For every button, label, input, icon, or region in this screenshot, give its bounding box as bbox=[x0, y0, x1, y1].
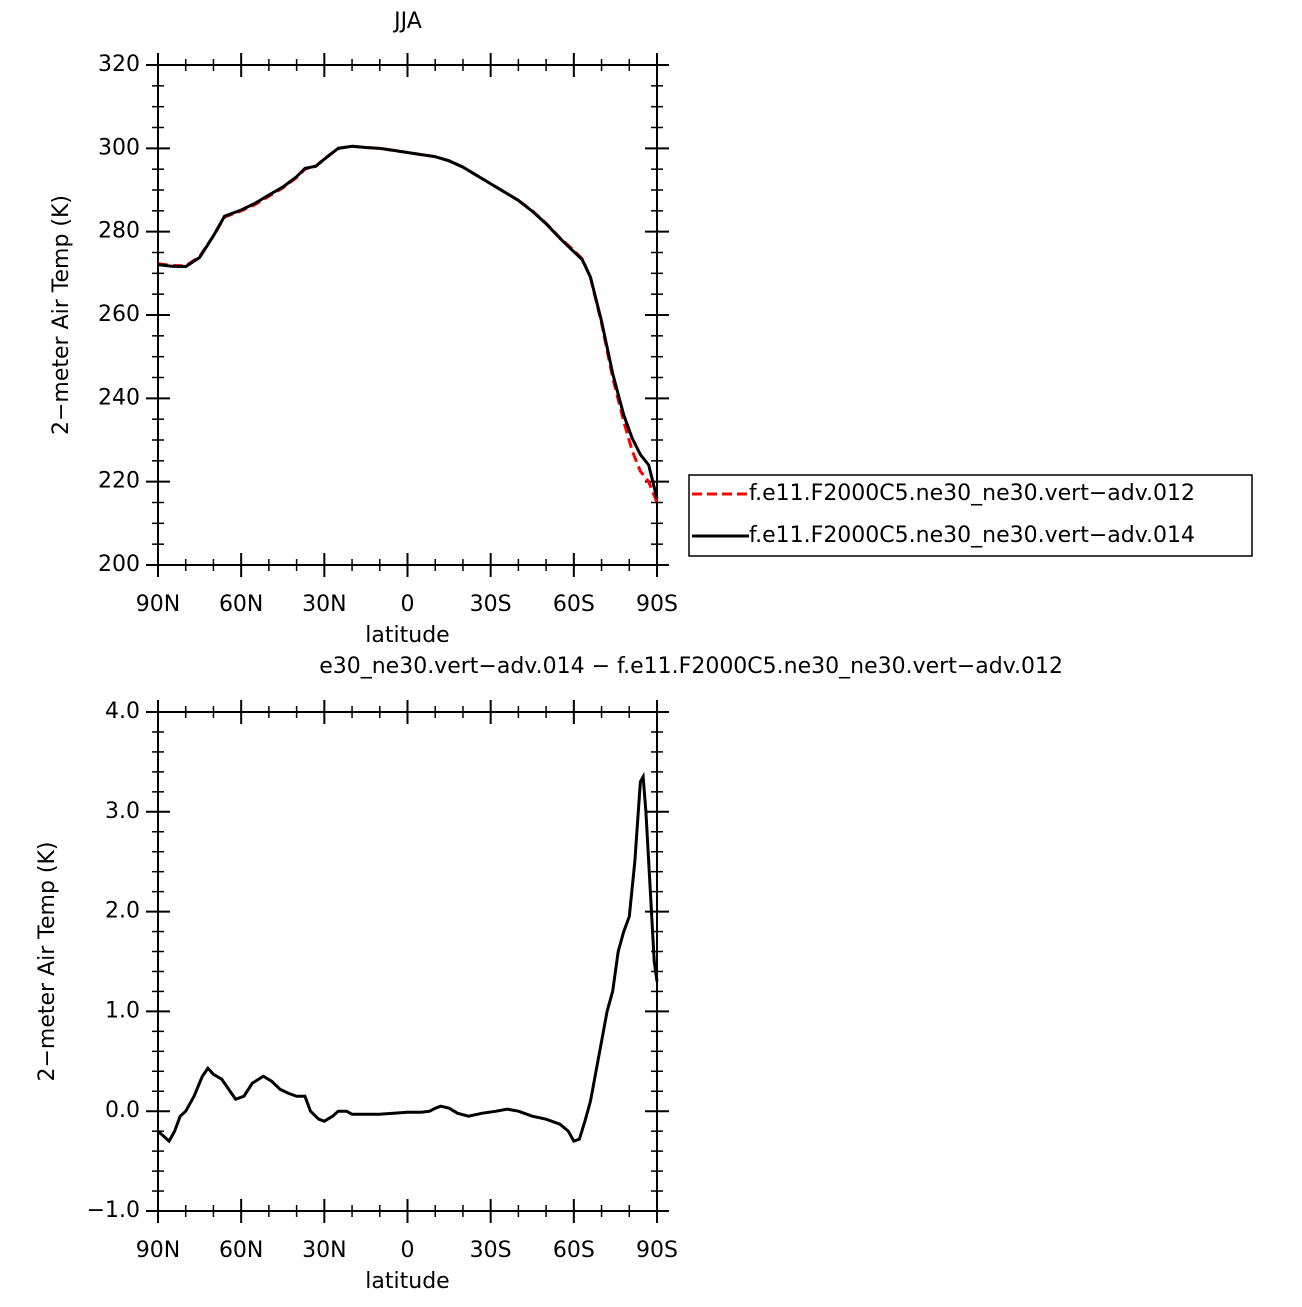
y-tick-label: 280 bbox=[98, 219, 140, 244]
y-tick-label: 320 bbox=[98, 52, 140, 77]
x-axis-label: latitude bbox=[365, 1269, 449, 1294]
series-line bbox=[157, 144, 659, 504]
y-tick-label: 240 bbox=[98, 385, 140, 410]
y-tick-label: 0.0 bbox=[105, 1098, 140, 1123]
plot-frame bbox=[157, 711, 658, 1212]
x-tick-label: 0 bbox=[401, 1238, 415, 1263]
y-tick-label: 2.0 bbox=[105, 899, 140, 924]
legend-box bbox=[688, 474, 1253, 557]
chart-title: e30_ne30.vert−adv.014 − f.e11.F2000C5.ne… bbox=[319, 654, 1063, 679]
x-tick-label: 90N bbox=[136, 1238, 180, 1263]
series-line bbox=[156, 771, 659, 1144]
y-tick-label: 260 bbox=[98, 302, 140, 327]
series-line bbox=[157, 144, 659, 499]
y-axis-label: 2−meter Air Temp (K) bbox=[49, 195, 74, 435]
x-tick-label: 90S bbox=[636, 592, 678, 617]
y-tick-label: 200 bbox=[98, 552, 140, 577]
y-tick-label: 1.0 bbox=[105, 998, 140, 1023]
x-tick-label: 90S bbox=[636, 1238, 678, 1263]
x-tick-label: 30S bbox=[470, 592, 512, 617]
x-tick-label: 30N bbox=[302, 592, 346, 617]
plot-frame bbox=[157, 64, 658, 566]
x-tick-label: 60S bbox=[553, 592, 595, 617]
x-axis-label: latitude bbox=[365, 623, 449, 648]
y-tick-label: 3.0 bbox=[105, 799, 140, 824]
x-tick-label: 60N bbox=[219, 1238, 263, 1263]
y-tick-label: 4.0 bbox=[105, 699, 140, 724]
legend-label: f.e11.F2000C5.ne30_ne30.vert−adv.014 bbox=[749, 523, 1195, 548]
y-tick-label: 300 bbox=[98, 135, 140, 160]
x-tick-label: 0 bbox=[401, 592, 415, 617]
x-tick-label: 90N bbox=[136, 592, 180, 617]
x-tick-label: 60S bbox=[553, 1238, 595, 1263]
y-tick-label: −1.0 bbox=[87, 1198, 140, 1223]
x-tick-label: 30S bbox=[470, 1238, 512, 1263]
y-tick-label: 220 bbox=[98, 469, 140, 494]
chart-title: JJA bbox=[392, 9, 422, 34]
x-tick-label: 60N bbox=[219, 592, 263, 617]
x-tick-label: 30N bbox=[302, 1238, 346, 1263]
legend-label: f.e11.F2000C5.ne30_ne30.vert−adv.012 bbox=[749, 481, 1195, 506]
y-axis-label: 2−meter Air Temp (K) bbox=[35, 841, 60, 1081]
